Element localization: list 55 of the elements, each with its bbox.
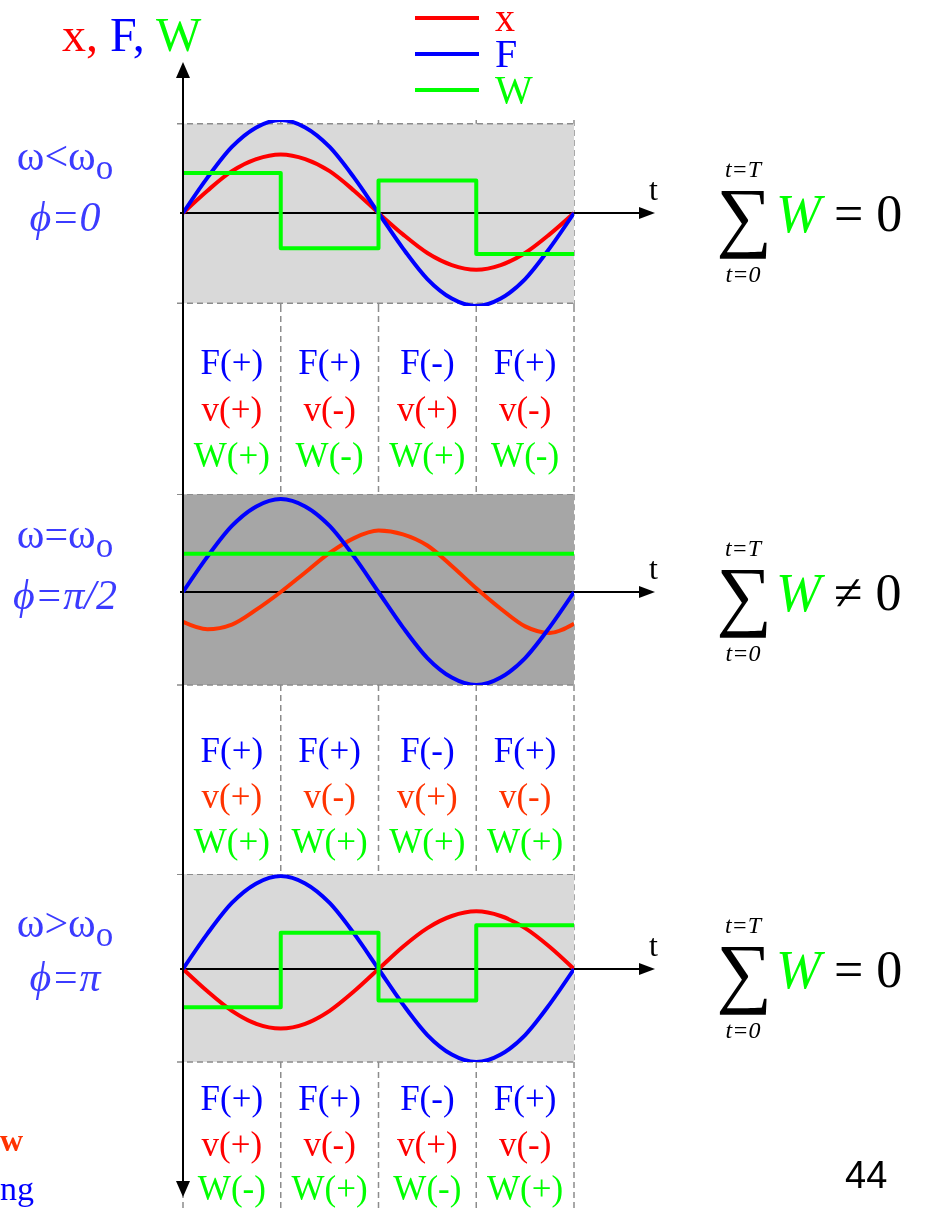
text: W(+) [487, 1168, 564, 1208]
text: ω>ω$_{o}$ [16, 899, 114, 955]
text: F(+) [200, 342, 264, 382]
text: F(+) [493, 1078, 557, 1118]
text: v(-) [303, 1124, 356, 1164]
text: W(+) [487, 821, 564, 861]
text: F(-) [400, 1078, 455, 1118]
x-axis-title: t [649, 550, 658, 586]
text: v(+) [397, 776, 458, 816]
text: ϕ=0 [29, 194, 101, 240]
text: F(+) [298, 1078, 361, 1118]
text: t=0 [725, 1017, 761, 1043]
text: W(+) [389, 435, 466, 475]
text: W(-) [295, 435, 364, 475]
text: W(+) [291, 821, 368, 861]
text: F(-) [400, 730, 455, 770]
text: w [0, 1122, 24, 1158]
chart-title: ω=ω$_{o}$ [16, 510, 114, 566]
text: v(+) [397, 389, 458, 429]
x-axis-title: t [649, 171, 658, 207]
text: v(+) [201, 776, 263, 816]
text: W(-) [393, 1168, 462, 1208]
text: W(+) [389, 821, 466, 861]
text: F(+) [298, 730, 361, 770]
x-axis-title: t [649, 927, 658, 963]
text: F(+) [493, 342, 557, 382]
text: v(-) [498, 389, 552, 429]
y-axis-title: x, F, W [62, 8, 202, 61]
text: ϕ=π/2 [13, 572, 117, 618]
text: W(+) [193, 821, 270, 861]
text: v(+) [201, 1124, 263, 1164]
text: v(+) [201, 389, 263, 429]
text: F(+) [298, 342, 361, 382]
text: v(-) [498, 1124, 552, 1164]
text: W(-) [197, 1168, 266, 1208]
text: v(-) [498, 776, 552, 816]
text: F(-) [400, 342, 455, 382]
text: ϕ=π [29, 954, 101, 1000]
text: v(+) [397, 1124, 458, 1164]
text: F(+) [200, 730, 264, 770]
text: ≠ 0 [834, 564, 902, 621]
text: F(+) [200, 1078, 264, 1118]
text: v(-) [303, 776, 356, 816]
chart-title: ω<ω$_{o}$ [16, 132, 114, 188]
text: F(+) [493, 730, 557, 770]
text: W(-) [491, 435, 560, 475]
text: W(+) [193, 435, 270, 475]
text: t=0 [725, 261, 761, 287]
text: ng [0, 1170, 34, 1207]
text: v(-) [303, 389, 356, 429]
text: = 0 [834, 185, 903, 242]
text: t=0 [725, 640, 761, 666]
text: 44 [845, 1154, 888, 1196]
text: = 0 [834, 941, 903, 998]
text: W(+) [291, 1168, 368, 1208]
